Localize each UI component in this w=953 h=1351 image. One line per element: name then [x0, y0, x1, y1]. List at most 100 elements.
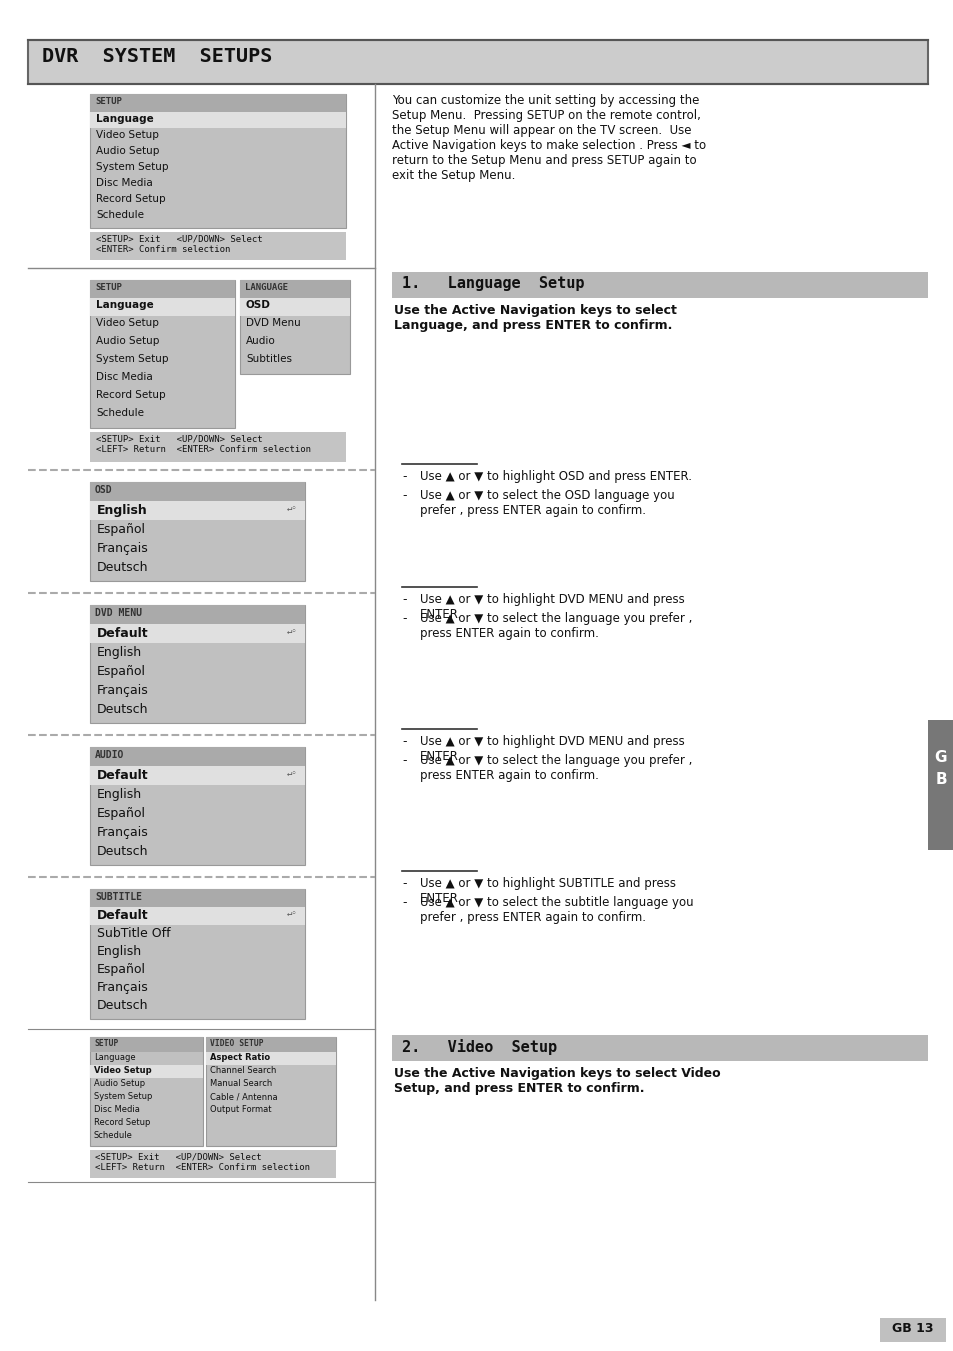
Text: Output Format: Output Format: [210, 1105, 272, 1115]
Text: Français: Français: [97, 542, 149, 555]
Text: Français: Français: [97, 981, 149, 994]
Text: Video Setup: Video Setup: [94, 1066, 152, 1075]
Text: ↵◦: ↵◦: [287, 909, 297, 917]
Text: SUBTITLE: SUBTITLE: [95, 892, 142, 902]
Text: SETUP: SETUP: [95, 282, 122, 292]
Bar: [90, 299, 234, 316]
Bar: [90, 605, 305, 624]
Text: Default: Default: [97, 769, 149, 782]
Bar: [90, 624, 305, 643]
Bar: [90, 747, 305, 865]
Text: <SETUP> Exit   <UP/DOWN> Select
<LEFT> Return  <ENTER> Confirm selection: <SETUP> Exit <UP/DOWN> Select <LEFT> Ret…: [95, 1152, 310, 1173]
Text: Español: Español: [97, 807, 146, 820]
Text: -: -: [401, 593, 406, 607]
Text: Use ▲ or ▼ to select the subtitle language you
prefer , press ENTER again to con: Use ▲ or ▼ to select the subtitle langua…: [419, 896, 693, 924]
Text: English: English: [97, 788, 142, 801]
Text: ↵◦: ↵◦: [287, 627, 297, 636]
Text: Español: Español: [97, 963, 146, 975]
Bar: [90, 95, 346, 228]
Bar: [90, 766, 305, 785]
Text: Audio: Audio: [246, 336, 275, 346]
Text: -: -: [401, 470, 406, 484]
Text: Deutsch: Deutsch: [97, 844, 149, 858]
Text: Audio Setup: Audio Setup: [94, 1079, 145, 1088]
Text: Use ▲ or ▼ to select the OSD language you
prefer , press ENTER again to confirm.: Use ▲ or ▼ to select the OSD language yo…: [419, 489, 674, 517]
Text: AUDIO: AUDIO: [95, 750, 124, 761]
Text: Language: Language: [96, 300, 153, 309]
Text: You can customize the unit setting by accessing the
Setup Menu.  Pressing SETUP : You can customize the unit setting by ac…: [392, 95, 705, 182]
Text: Deutsch: Deutsch: [97, 998, 149, 1012]
Text: Video Setup: Video Setup: [96, 130, 159, 141]
Text: ↵◦: ↵◦: [287, 769, 297, 778]
Text: -: -: [401, 877, 406, 890]
Text: -: -: [401, 489, 406, 503]
Text: Language: Language: [96, 113, 153, 124]
Text: Record Setup: Record Setup: [94, 1119, 151, 1127]
Bar: [927, 720, 953, 850]
Bar: [879, 1319, 945, 1342]
Text: Use ▲ or ▼ to highlight DVD MENU and press
ENTER.: Use ▲ or ▼ to highlight DVD MENU and pre…: [419, 593, 684, 621]
Text: Audio Setup: Audio Setup: [96, 146, 159, 155]
Bar: [206, 1038, 335, 1052]
Text: OSD: OSD: [246, 300, 271, 309]
Text: 1.   Language  Setup: 1. Language Setup: [401, 276, 584, 290]
Text: Use ▲ or ▼ to highlight DVD MENU and press
ENTER.: Use ▲ or ▼ to highlight DVD MENU and pre…: [419, 735, 684, 763]
Text: Deutsch: Deutsch: [97, 561, 149, 574]
Text: DVD Menu: DVD Menu: [246, 317, 300, 328]
Text: Schedule: Schedule: [96, 408, 144, 417]
Text: Use ▲ or ▼ to select the language you prefer ,
press ENTER again to confirm.: Use ▲ or ▼ to select the language you pr…: [419, 754, 692, 782]
Bar: [90, 482, 305, 581]
Bar: [392, 1035, 927, 1061]
Text: English: English: [97, 944, 142, 958]
Text: <SETUP> Exit   <UP/DOWN> Select
<ENTER> Confirm selection: <SETUP> Exit <UP/DOWN> Select <ENTER> Co…: [96, 235, 262, 254]
Text: OSD: OSD: [95, 485, 112, 494]
Bar: [90, 232, 346, 259]
Text: G: G: [934, 750, 946, 765]
Bar: [90, 1150, 335, 1178]
Bar: [240, 280, 350, 299]
Text: ↵◦: ↵◦: [287, 504, 297, 513]
Bar: [90, 1038, 203, 1052]
Text: GB 13: GB 13: [891, 1323, 933, 1335]
Text: Use the Active Navigation keys to select Video
Setup, and press ENTER to confirm: Use the Active Navigation keys to select…: [394, 1067, 720, 1096]
Text: Use ▲ or ▼ to highlight SUBTITLE and press
ENTER.: Use ▲ or ▼ to highlight SUBTITLE and pre…: [419, 877, 676, 905]
Text: Français: Français: [97, 825, 149, 839]
Bar: [240, 280, 350, 374]
Bar: [90, 907, 305, 925]
Text: Use ▲ or ▼ to highlight OSD and press ENTER.: Use ▲ or ▼ to highlight OSD and press EN…: [419, 470, 691, 484]
Text: B: B: [934, 771, 945, 788]
Text: Español: Español: [97, 665, 146, 678]
Bar: [90, 1065, 203, 1078]
Text: Aspect Ratio: Aspect Ratio: [210, 1052, 270, 1062]
Text: SubTitle Off: SubTitle Off: [97, 927, 171, 940]
Text: 2.   Video  Setup: 2. Video Setup: [401, 1039, 557, 1055]
Text: Audio Setup: Audio Setup: [96, 336, 159, 346]
Text: Schedule: Schedule: [96, 209, 144, 220]
Text: Channel Search: Channel Search: [210, 1066, 276, 1075]
Text: Record Setup: Record Setup: [96, 195, 166, 204]
Text: SETUP: SETUP: [95, 97, 122, 105]
Bar: [90, 501, 305, 520]
Bar: [90, 95, 346, 112]
Text: Use ▲ or ▼ to select the language you prefer ,
press ENTER again to confirm.: Use ▲ or ▼ to select the language you pr…: [419, 612, 692, 640]
Bar: [392, 272, 927, 299]
Bar: [90, 889, 305, 907]
Bar: [90, 605, 305, 723]
Text: Cable / Antenna: Cable / Antenna: [210, 1092, 277, 1101]
Text: Disc Media: Disc Media: [94, 1105, 140, 1115]
Text: DVD MENU: DVD MENU: [95, 608, 142, 617]
Text: Français: Français: [97, 684, 149, 697]
Text: -: -: [401, 612, 406, 626]
Text: -: -: [401, 754, 406, 767]
Text: System Setup: System Setup: [94, 1092, 152, 1101]
Bar: [90, 482, 305, 501]
Text: English: English: [97, 504, 148, 517]
Text: Schedule: Schedule: [94, 1131, 132, 1140]
Text: Language: Language: [94, 1052, 135, 1062]
Bar: [90, 1038, 203, 1146]
Text: DVR  SYSTEM  SETUPS: DVR SYSTEM SETUPS: [42, 47, 273, 66]
Bar: [240, 299, 350, 316]
Text: <SETUP> Exit   <UP/DOWN> Select
<LEFT> Return  <ENTER> Confirm selection: <SETUP> Exit <UP/DOWN> Select <LEFT> Ret…: [96, 435, 311, 454]
Text: Record Setup: Record Setup: [96, 390, 166, 400]
Text: Disc Media: Disc Media: [96, 372, 152, 382]
